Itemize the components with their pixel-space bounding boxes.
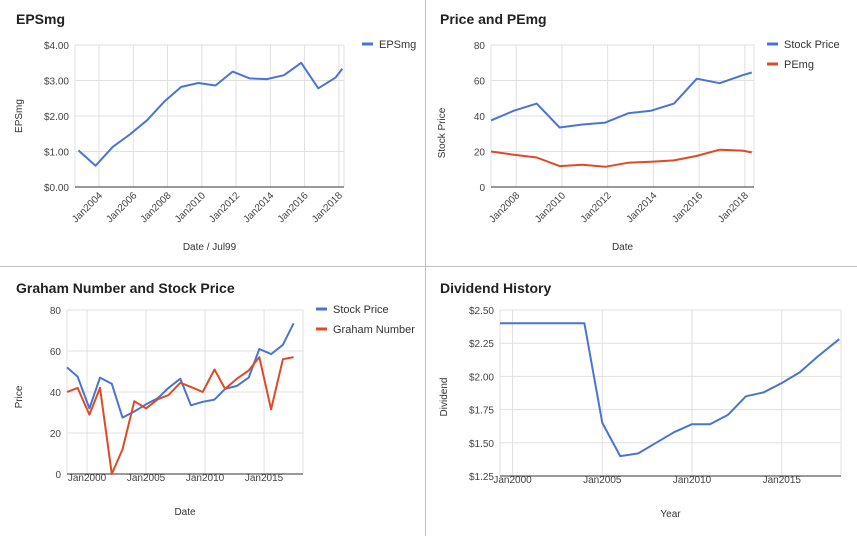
- y-tick-label: $1.25: [469, 472, 494, 483]
- series-line-0: [490, 71, 752, 129]
- legend-label: PEmg: [784, 59, 814, 71]
- y-tick-label: $3.00: [44, 77, 69, 88]
- chart-title: Dividend History: [440, 280, 551, 296]
- y-tick-label: 80: [50, 306, 62, 317]
- y-tick-label: $1.00: [44, 148, 69, 159]
- y-tick-label: $2.50: [469, 306, 494, 317]
- horizontal-divider: [0, 266, 857, 267]
- x-tick-label: Jan2018: [310, 190, 345, 225]
- x-tick-label: Jan2005: [127, 473, 166, 484]
- x-axis-title: Date: [174, 507, 196, 518]
- legend-label: Stock Price: [784, 39, 840, 51]
- x-tick-label: Jan2018: [716, 190, 751, 225]
- chart-panel-epsmg: EPSmg $0.00 $1.00 $2.00 $3.00 $4.00 Jan2004 Jan…: [0, 0, 425, 266]
- x-tick-label: Jan2016: [670, 190, 705, 225]
- series-line-0: [500, 322, 840, 458]
- y-tick-label: 0: [479, 183, 485, 194]
- dividend-history-chart: Dividend History $1.25 $1.50 $1.75 $2.00 $2.2…: [439, 280, 842, 520]
- y-tick-label: 60: [50, 347, 62, 358]
- y-tick-label: $2.25: [469, 339, 494, 350]
- chart-panel-graham-number: Graham Number and Stock Price 0 20 40 60 80 Ja…: [0, 267, 425, 536]
- series-line-1: [66, 356, 294, 475]
- y-tick-label: 80: [474, 41, 486, 52]
- x-axis-title: Date / Jul99: [183, 242, 237, 253]
- series-line-1: [490, 148, 752, 168]
- x-tick-label: Jan2006: [104, 190, 139, 225]
- vertical-divider: [425, 0, 426, 536]
- x-tick-label: Jan2000: [493, 475, 532, 486]
- y-axis-title: Price: [14, 385, 25, 408]
- x-tick-label: Jan2005: [583, 475, 622, 486]
- series-line-0: [66, 322, 295, 419]
- y-tick-label: $4.00: [44, 41, 69, 52]
- x-tick-label: Jan2014: [625, 190, 660, 225]
- chart-title: Price and PEmg: [440, 11, 547, 27]
- chart-title: Graham Number and Stock Price: [16, 280, 235, 296]
- y-axis-title: EPSmg: [14, 99, 25, 133]
- y-tick-label: 40: [474, 112, 486, 123]
- x-tick-label: Jan2015: [245, 473, 284, 484]
- y-tick-label: $1.75: [469, 406, 494, 417]
- y-axis-title: Dividend: [439, 378, 450, 417]
- y-tick-label: $2.00: [469, 372, 494, 383]
- x-tick-label: Jan2000: [68, 473, 107, 484]
- x-tick-label: Jan2015: [763, 475, 802, 486]
- graham-number-chart: Graham Number and Stock Price 0 20 40 60 80 Ja…: [14, 280, 415, 518]
- x-tick-label: Jan2010: [673, 475, 712, 486]
- chart-title: EPSmg: [16, 11, 65, 27]
- x-tick-label: Jan2012: [579, 190, 614, 225]
- series-line-0: [77, 61, 344, 167]
- x-tick-label: Jan2010: [533, 190, 568, 225]
- y-tick-label: 40: [50, 388, 62, 399]
- x-tick-label: Jan2010: [173, 190, 208, 225]
- x-tick-label: Jan2004: [70, 190, 105, 225]
- y-tick-label: $2.00: [44, 112, 69, 123]
- y-tick-label: $0.00: [44, 183, 69, 194]
- y-axis-title: Stock Price: [437, 107, 448, 158]
- x-tick-label: Jan2008: [139, 190, 174, 225]
- x-tick-label: Jan2010: [186, 473, 225, 484]
- x-axis-title: Date: [612, 242, 634, 253]
- legend-label: Graham Number: [333, 324, 415, 336]
- legend-label: EPSmg: [379, 39, 416, 51]
- price-pemg-chart: Price and PEmg 0 20 40 60 80 Jan2008 Jan2010 Jan…: [437, 11, 840, 253]
- x-axis-title: Year: [660, 509, 681, 520]
- x-tick-label: Jan2008: [487, 190, 522, 225]
- y-tick-label: 20: [50, 429, 62, 440]
- x-tick-label: Jan2012: [207, 190, 242, 225]
- y-tick-label: $1.50: [469, 439, 494, 450]
- x-tick-label: Jan2016: [276, 190, 311, 225]
- y-tick-label: 60: [474, 77, 486, 88]
- chart-panel-dividend-history: Dividend History $1.25 $1.50 $1.75 $2.00 $2.2…: [426, 267, 857, 536]
- y-tick-label: 0: [55, 470, 61, 481]
- legend-label: Stock Price: [333, 304, 389, 316]
- x-tick-label: Jan2014: [242, 190, 277, 225]
- y-tick-label: 20: [474, 148, 486, 159]
- chart-panel-price-pemg: Price and PEmg 0 20 40 60 80 Jan2008 Jan2010 Jan…: [426, 0, 857, 266]
